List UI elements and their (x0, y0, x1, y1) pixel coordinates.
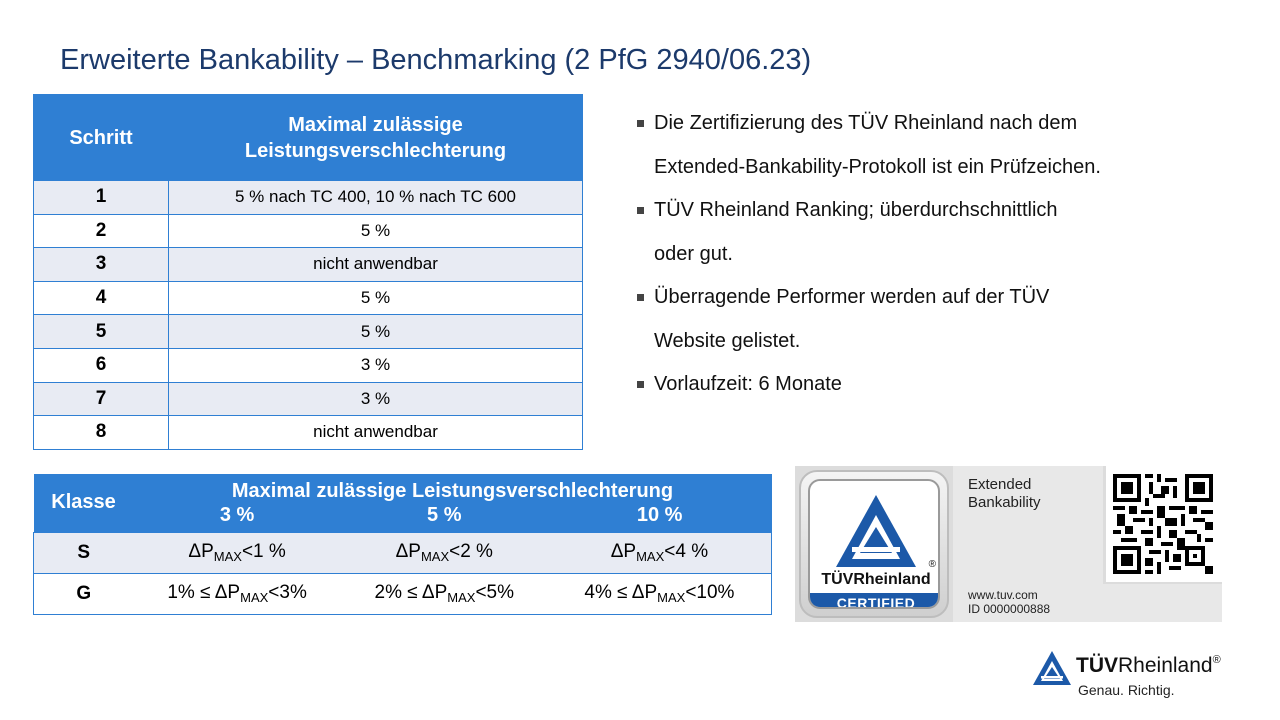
step-cell: 1 (33, 180, 169, 215)
value-cell: 4% ≤ ΔPMAX<10% (547, 572, 772, 615)
table-header-row: Schritt Maximal zulässige Leistungsversc… (33, 94, 583, 181)
table-row: G 1% ≤ ΔPMAX<3% 2% ≤ ΔPMAX<5% 4% ≤ ΔPMAX… (33, 572, 772, 615)
header-pct-10: 10 % (547, 504, 772, 532)
footer-slogan: Genau. Richtig. (1078, 682, 1175, 698)
header-pct-5: 5 % (340, 504, 548, 532)
certificate-mark: TÜVRheinland ® CERTIFIED Extended Bankabi… (795, 466, 1222, 622)
value-cell: ΔPMAX<1 % (133, 531, 341, 574)
header-max-degradation: Maximal zulässige Leistungsverschlechter… (168, 94, 583, 181)
step-cell: 6 (33, 347, 169, 383)
class-cell: G (33, 572, 134, 615)
header-schritt: Schritt (33, 94, 169, 181)
bullet-item: TÜV Rheinland Ranking; überdurchschnittl… (636, 189, 1236, 276)
step-cell: 3 (33, 247, 169, 282)
value-cell: 5 % (168, 213, 583, 249)
certified-label: CERTIFIED (810, 593, 938, 607)
table-header-row: Klasse Maximal zulässige Leistungsversch… (33, 474, 772, 532)
cert-url-and-id: www.tuv.com ID 0000000888 (968, 588, 1051, 616)
value-cell: nicht anwendbar (168, 415, 583, 450)
header-klasse: Klasse (33, 474, 134, 532)
tuv-triangle-icon (836, 495, 916, 567)
value-cell: 1% ≤ ΔPMAX<3% (133, 572, 341, 615)
qr-code-icon (1113, 474, 1213, 574)
table-row: 6 3 % (33, 347, 583, 383)
class-degradation-table: Klasse Maximal zulässige Leistungsversch… (33, 474, 772, 615)
header-line-1: Maximal zulässige (288, 113, 463, 136)
value-cell: 3 % (168, 381, 583, 417)
step-cell: 4 (33, 280, 169, 316)
tuv-logo-icon (1033, 651, 1071, 685)
page-title: Erweiterte Bankability – Benchmarking (2… (60, 44, 812, 76)
table-row: 8 nicht anwendbar (33, 415, 583, 450)
value-cell: 2% ≤ ΔPMAX<5% (340, 572, 548, 615)
table-row: 1 5 % nach TC 400, 10 % nach TC 600 (33, 180, 583, 215)
bullet-list: Die Zertifizierung des TÜV Rheinland nac… (636, 102, 1236, 407)
header-line-2: Leistungsverschlechterung (244, 139, 507, 162)
value-cell: 5 % (168, 280, 583, 316)
cert-title: Extended Bankability (968, 476, 1041, 511)
table-subheader-row: 3 % 5 % 10 % (34, 504, 772, 532)
header-pct-3: 3 % (133, 504, 341, 532)
bullet-square-icon (637, 294, 644, 301)
table-row: 2 5 % (33, 213, 583, 249)
value-cell: 3 % (168, 347, 583, 383)
table-row: 5 5 % (33, 314, 583, 349)
step-degradation-table: Schritt Maximal zulässige Leistungsversc… (33, 94, 583, 450)
bullet-square-icon (637, 120, 644, 127)
step-cell: 7 (33, 381, 169, 417)
value-cell: ΔPMAX<2 % (340, 531, 548, 574)
header-max-degradation: Maximal zulässige Leistungsverschlechter… (133, 474, 772, 504)
cert-brand-name: TÜVRheinland ® (821, 559, 936, 588)
tuv-certified-badge: TÜVRheinland ® CERTIFIED (799, 470, 949, 618)
step-cell: 2 (33, 213, 169, 249)
footer-brand: TÜVRheinland® (1076, 654, 1221, 677)
table-row: S ΔPMAX<1 % ΔPMAX<2 % ΔPMAX<4 % (33, 531, 772, 574)
bullet-square-icon (637, 207, 644, 214)
value-cell: ΔPMAX<4 % (547, 531, 772, 574)
bullet-item: Überragende Performer werden auf der TÜV… (636, 276, 1236, 363)
step-cell: 5 (33, 314, 169, 349)
bullet-item: Die Zertifizierung des TÜV Rheinland nac… (636, 102, 1236, 189)
step-cell: 8 (33, 415, 169, 450)
table-row: 3 nicht anwendbar (33, 247, 583, 282)
value-cell: 5 % nach TC 400, 10 % nach TC 600 (168, 180, 583, 215)
class-cell: S (33, 531, 134, 574)
value-cell: 5 % (168, 314, 583, 349)
table-row: 7 3 % (33, 381, 583, 417)
bullet-square-icon (637, 381, 644, 388)
bullet-item: Vorlaufzeit: 6 Monate (636, 363, 1236, 407)
value-cell: nicht anwendbar (168, 247, 583, 282)
table-row: 4 5 % (33, 280, 583, 316)
